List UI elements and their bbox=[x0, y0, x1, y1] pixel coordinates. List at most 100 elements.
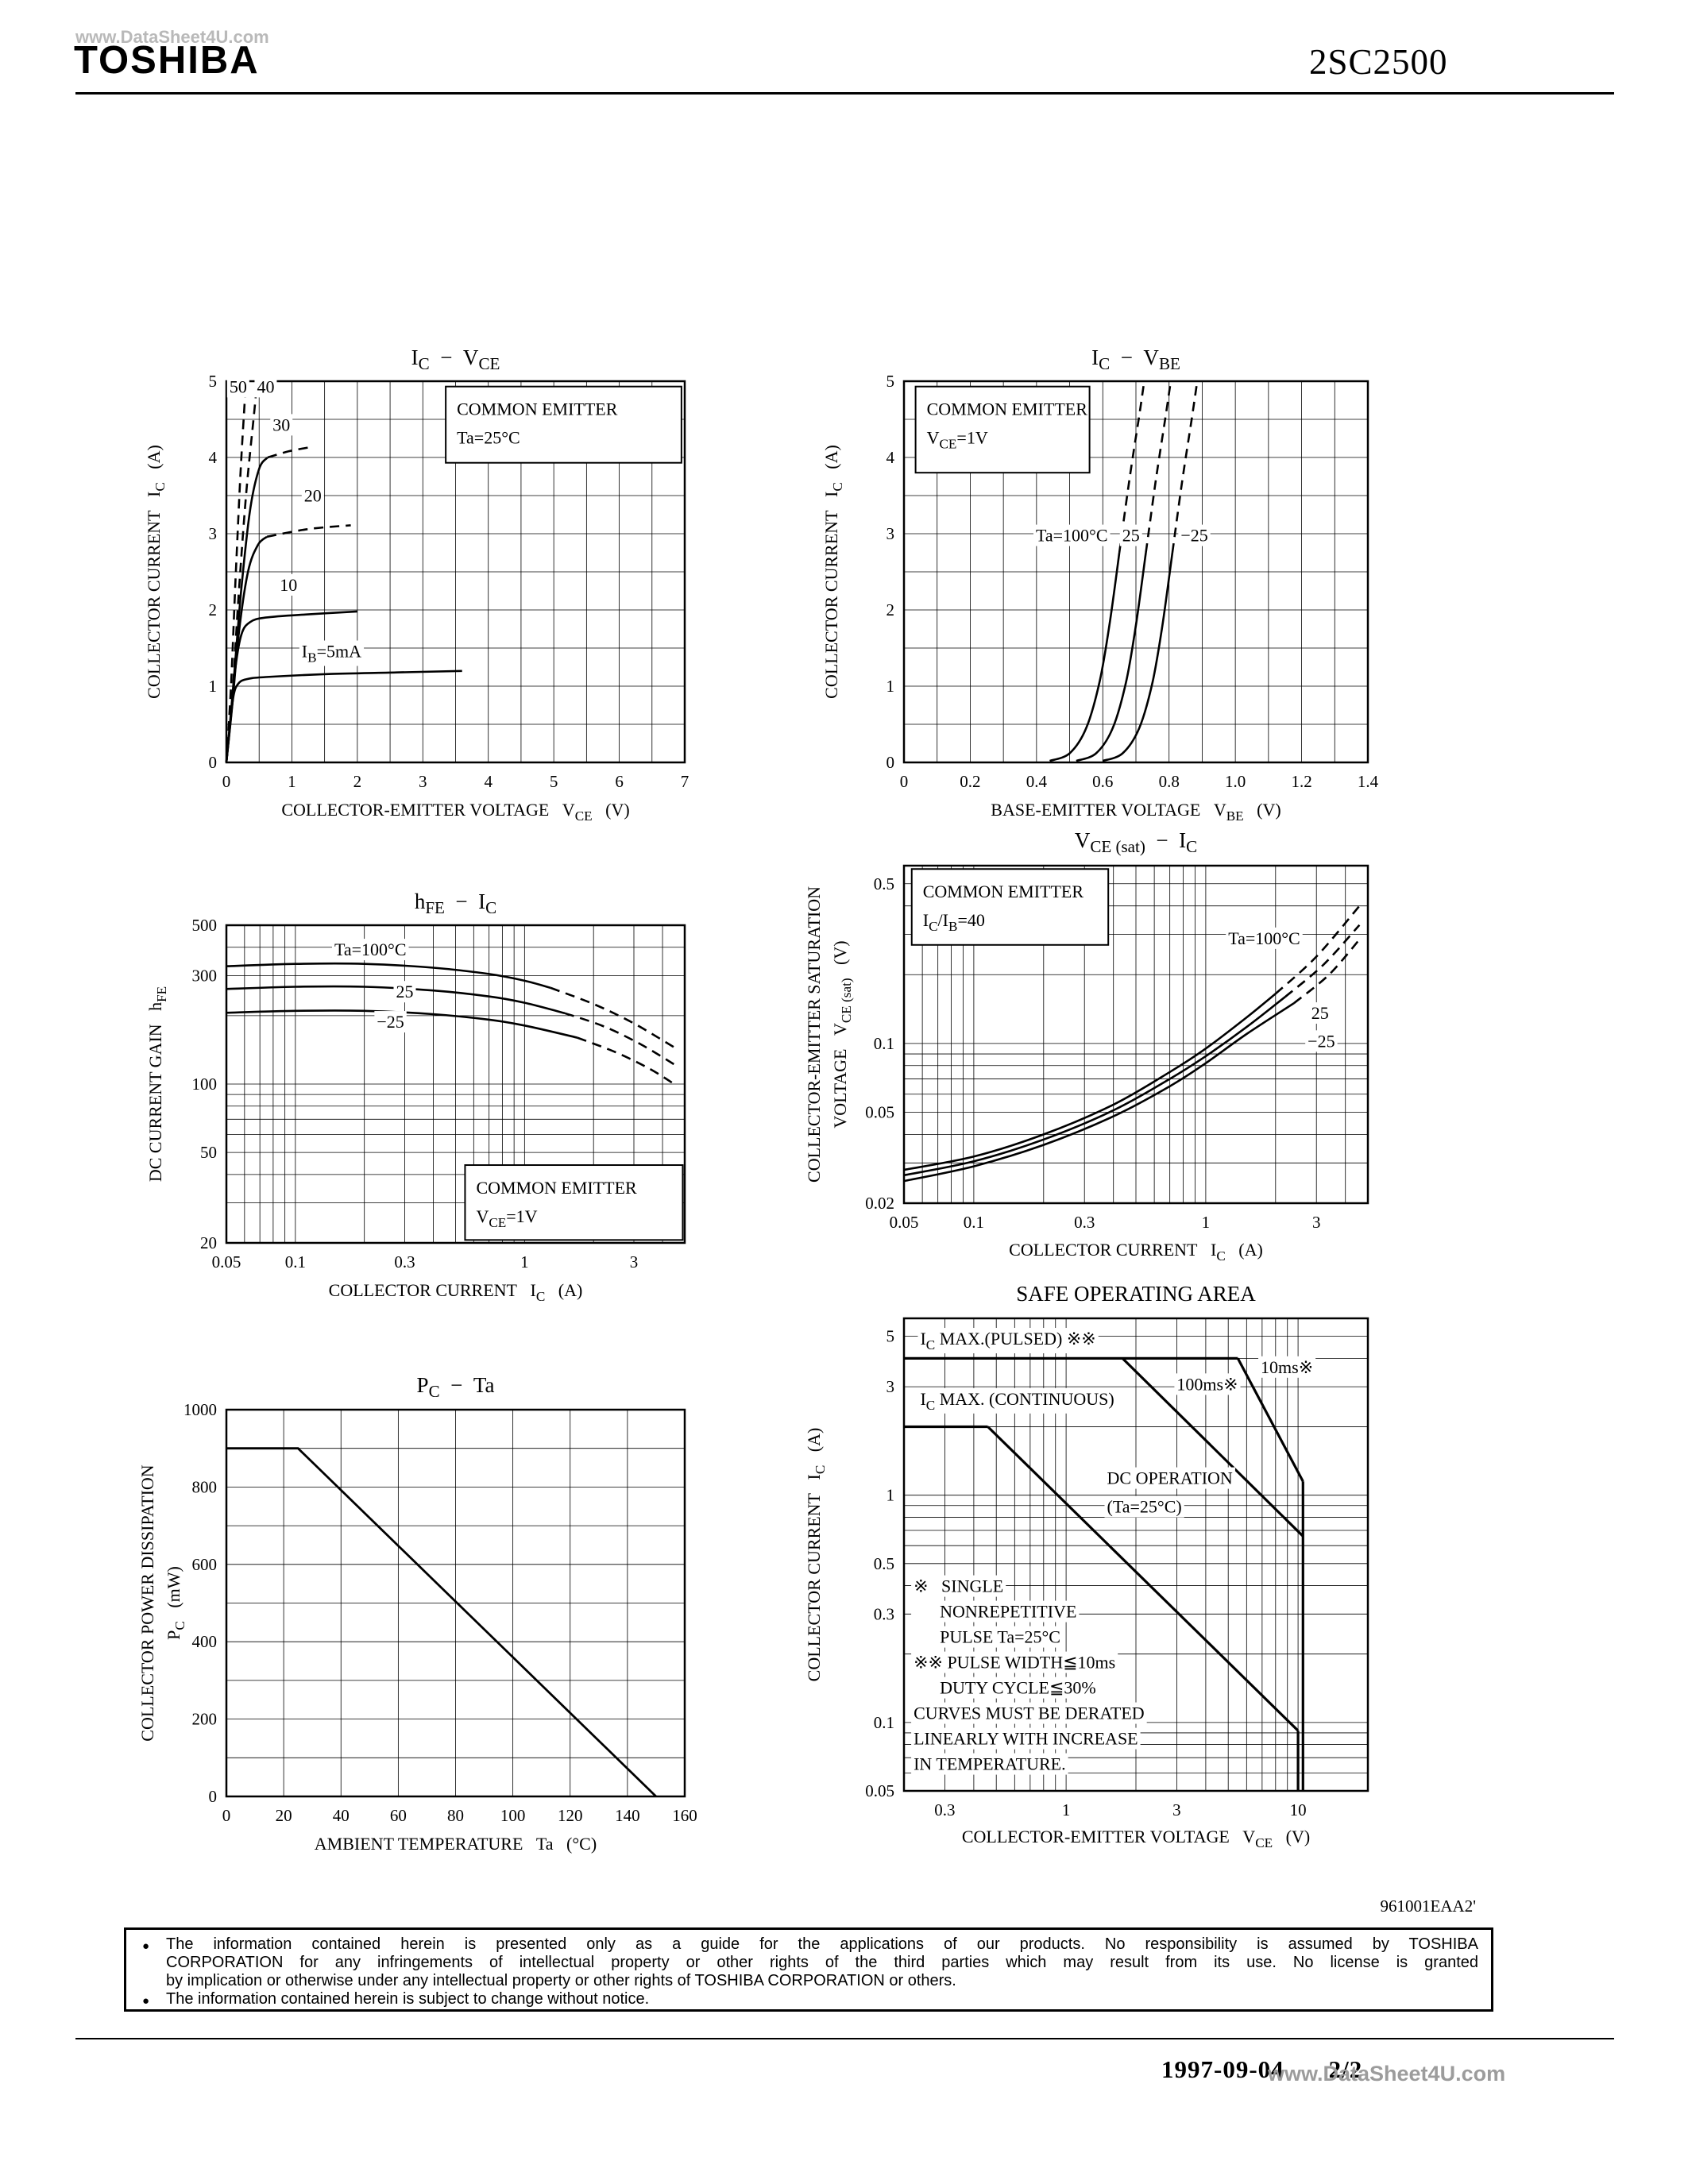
svg-text:COMMON EMITTER: COMMON EMITTER bbox=[927, 399, 1088, 419]
svg-text:0: 0 bbox=[886, 753, 895, 772]
svg-text:10ms※: 10ms※ bbox=[1261, 1357, 1313, 1377]
svg-text:PC (mW): PC (mW) bbox=[164, 1566, 187, 1640]
svg-text:PC − Ta: PC − Ta bbox=[417, 1373, 495, 1401]
svg-text:0.02: 0.02 bbox=[865, 1194, 894, 1213]
svg-text:VOLTAGE VCE (sat) (V): VOLTAGE VCE (sat) (V) bbox=[830, 940, 854, 1128]
footer-date: 1997-09-04 2/2 bbox=[1161, 2055, 1362, 2084]
svg-text:5: 5 bbox=[550, 772, 558, 791]
svg-text:0.4: 0.4 bbox=[1026, 772, 1048, 791]
svg-text:1.0: 1.0 bbox=[1225, 772, 1246, 791]
watermark-top: www.DataSheet4U.com bbox=[75, 27, 269, 47]
svg-text:VCE=1V: VCE=1V bbox=[927, 428, 988, 452]
svg-text:1: 1 bbox=[886, 1486, 895, 1505]
notice-line: ● The information contained herein is pre… bbox=[142, 1935, 1478, 1954]
svg-text:3: 3 bbox=[630, 1252, 639, 1271]
chart-safe-operating-area: 0.3 1 3 10 0.05 0.1 0.3 0.5 1 3 5 SAFE OPERATING AR… bbox=[753, 1269, 1396, 1861]
svg-text:COLLECTOR-EMITTER VOLTAGE VC: COLLECTOR-EMITTER VOLTAGE VCE (V) bbox=[962, 1827, 1310, 1850]
svg-text:2: 2 bbox=[886, 600, 895, 619]
chart-hfe-ic: 0.05 0.1 0.3 1 3 20 50 100 300 500 hFE − IC COLLECT… bbox=[75, 880, 719, 1325]
svg-text:3: 3 bbox=[209, 524, 218, 543]
svg-text:300: 300 bbox=[192, 966, 218, 985]
svg-text:1.2: 1.2 bbox=[1291, 772, 1311, 791]
svg-text:VCE=1V: VCE=1V bbox=[476, 1206, 537, 1230]
svg-text:IN TEMPERATURE.: IN TEMPERATURE. bbox=[914, 1754, 1066, 1774]
svg-text:COLLECTOR CURRENT IC (A): COLLECTOR CURRENT IC (A) bbox=[821, 445, 845, 699]
svg-text:4: 4 bbox=[209, 448, 218, 467]
svg-text:0.3: 0.3 bbox=[394, 1252, 415, 1271]
svg-text:Ta=100°C: Ta=100°C bbox=[1228, 928, 1300, 948]
svg-text:1: 1 bbox=[520, 1252, 529, 1271]
svg-text:COMMON EMITTER: COMMON EMITTER bbox=[457, 399, 618, 419]
svg-text:4: 4 bbox=[886, 448, 895, 467]
svg-text:1: 1 bbox=[1202, 1213, 1211, 1232]
svg-text:−25: −25 bbox=[1308, 1031, 1335, 1051]
notice-line: ● The information contained herein is sub… bbox=[142, 1990, 1478, 2008]
page-number: 2/2 bbox=[1328, 2055, 1363, 2083]
svg-text:100ms※: 100ms※ bbox=[1176, 1374, 1238, 1394]
svg-text:1.4: 1.4 bbox=[1358, 772, 1379, 791]
svg-text:0.6: 0.6 bbox=[1092, 772, 1113, 791]
svg-text:COMMON EMITTER: COMMON EMITTER bbox=[923, 882, 1084, 901]
svg-text:CURVES MUST BE DERATED: CURVES MUST BE DERATED bbox=[914, 1704, 1145, 1723]
chart-ic-vbe: 0 0.2 0.4 0.6 0.8 1.0 1.2 1.4 0 1 2 3 4 5 IC − VBE BASE… bbox=[753, 338, 1396, 854]
chart-pc-ta: 0 20 40 60 80 100 120 140 160 0 200 400 600 800 1000 PC… bbox=[75, 1360, 719, 1885]
svg-text:IC/IB=40: IC/IB=40 bbox=[923, 910, 985, 934]
svg-text:−25: −25 bbox=[377, 1012, 404, 1032]
svg-text:200: 200 bbox=[192, 1710, 218, 1729]
notice-line: CORPORATION for any infringements of int… bbox=[166, 1954, 1478, 1972]
svg-text:20: 20 bbox=[200, 1233, 217, 1252]
watermark-bottom: www.DataSheet4U.com bbox=[1268, 2062, 1506, 2086]
svg-text:160: 160 bbox=[672, 1806, 697, 1825]
svg-text:2: 2 bbox=[209, 600, 218, 619]
svg-text:0: 0 bbox=[222, 772, 231, 791]
svg-text:500: 500 bbox=[192, 916, 218, 935]
toshiba-logo: TOSHIBA bbox=[74, 39, 260, 82]
svg-text:6: 6 bbox=[615, 772, 624, 791]
header-rule bbox=[75, 92, 1614, 95]
svg-text:1: 1 bbox=[288, 772, 296, 791]
svg-text:COLLECTOR CURRENT IC (A): COLLECTOR CURRENT IC (A) bbox=[804, 1428, 828, 1682]
svg-text:0.1: 0.1 bbox=[964, 1213, 984, 1232]
svg-text:5: 5 bbox=[209, 372, 218, 391]
svg-text:DC OPERATION: DC OPERATION bbox=[1107, 1468, 1233, 1488]
svg-text:※ SINGLE: ※ SINGLE bbox=[914, 1576, 1003, 1596]
svg-text:3: 3 bbox=[1312, 1213, 1321, 1232]
footer-rule bbox=[75, 2038, 1614, 2039]
svg-text:40: 40 bbox=[333, 1806, 350, 1825]
notice-box: ● The information contained herein is pre… bbox=[124, 1927, 1493, 2012]
svg-text:50: 50 bbox=[200, 1143, 217, 1162]
svg-text:VCE (sat) − IC: VCE (sat) − IC bbox=[1075, 828, 1197, 856]
svg-text:1: 1 bbox=[886, 677, 895, 696]
svg-text:40: 40 bbox=[257, 376, 274, 396]
svg-text:COLLECTOR-EMITTER SATURATION: COLLECTOR-EMITTER SATURATION bbox=[804, 886, 824, 1183]
svg-text:0.3: 0.3 bbox=[1074, 1213, 1095, 1232]
svg-text:80: 80 bbox=[447, 1806, 464, 1825]
svg-text:0.05: 0.05 bbox=[212, 1252, 241, 1271]
svg-text:800: 800 bbox=[192, 1477, 218, 1496]
svg-text:hFE − IC: hFE − IC bbox=[415, 889, 496, 917]
svg-text:100: 100 bbox=[192, 1075, 218, 1094]
notice-text: The information contained herein is subj… bbox=[166, 1990, 650, 2008]
svg-text:DUTY CYCLE≦30%: DUTY CYCLE≦30% bbox=[914, 1678, 1096, 1698]
chart-ic-vce: 0 1 2 3 4 5 6 7 0 1 2 3 4 5 IC − VCE COLLECTOR-EMITTER … bbox=[75, 338, 719, 854]
svg-text:1000: 1000 bbox=[183, 1400, 217, 1419]
svg-text:0.3: 0.3 bbox=[874, 1604, 894, 1623]
svg-text:2: 2 bbox=[353, 772, 362, 791]
svg-text:120: 120 bbox=[558, 1806, 583, 1825]
svg-text:3: 3 bbox=[1172, 1800, 1181, 1819]
notice-text: The information contained herein is pres… bbox=[166, 1935, 1478, 1953]
svg-text:Ta=100°C: Ta=100°C bbox=[1036, 526, 1108, 546]
svg-text:PULSE Ta=25°C: PULSE Ta=25°C bbox=[914, 1627, 1060, 1647]
notice-text: by implication or otherwise under any in… bbox=[166, 1972, 956, 1989]
svg-text:0.5: 0.5 bbox=[874, 874, 894, 893]
svg-text:60: 60 bbox=[390, 1806, 407, 1825]
svg-text:400: 400 bbox=[192, 1632, 218, 1651]
svg-text:SAFE OPERATING AREA: SAFE OPERATING AREA bbox=[1016, 1282, 1256, 1306]
svg-text:20: 20 bbox=[304, 486, 322, 506]
svg-text:10: 10 bbox=[280, 575, 297, 595]
svg-text:5: 5 bbox=[886, 372, 895, 391]
svg-text:LINEARLY WITH INCREASE: LINEARLY WITH INCREASE bbox=[914, 1729, 1138, 1749]
notice-text: CORPORATION for any infringements of int… bbox=[166, 1954, 1478, 1971]
svg-text:7: 7 bbox=[681, 772, 689, 791]
